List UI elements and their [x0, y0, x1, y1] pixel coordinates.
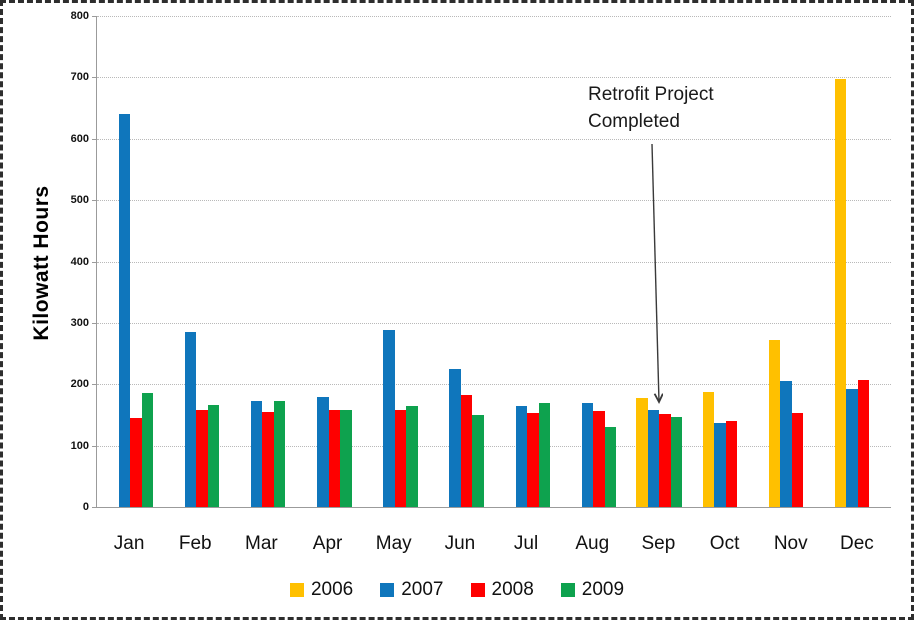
bar-2006-nov	[768, 340, 781, 507]
annotation-line1: Retrofit Project	[588, 84, 714, 105]
bar-2008-feb	[196, 410, 208, 507]
x-tick-label-may: May	[375, 533, 412, 554]
y-tick-mark-600	[92, 138, 96, 140]
bar-2007-feb	[184, 332, 197, 507]
bar-2007-sep	[647, 410, 660, 507]
y-tick-label-200: 200	[70, 378, 89, 391]
y-tick-mark-800	[92, 16, 96, 17]
bar-2009-sep	[670, 416, 683, 507]
legend-item-2007: 2007	[380, 579, 444, 601]
x-tick-label-sep: Sep	[641, 533, 676, 554]
bar-2007-nov	[780, 381, 792, 507]
y-tick-label-400: 400	[70, 255, 89, 268]
gridline-400	[97, 261, 891, 263]
bar-2007-apr	[317, 396, 329, 507]
bar-2008-aug	[593, 411, 605, 507]
y-tick-label-500: 500	[70, 194, 89, 207]
bar-2009-jul	[538, 403, 551, 507]
bar-2008-oct	[725, 421, 738, 507]
y-tick-mark-200	[92, 384, 96, 386]
x-tick-label-mar: Mar	[245, 533, 278, 554]
gridline-800	[97, 16, 891, 17]
legend-swatch-2009	[560, 583, 575, 597]
bar-2009-jan	[141, 392, 154, 507]
x-tick-label-nov: Nov	[773, 533, 808, 554]
legend: 2006 2007 2008 2009	[3, 579, 911, 601]
bar-2006-sep	[636, 397, 648, 507]
bar-2008-sep	[659, 414, 671, 507]
bar-2007-may	[383, 330, 395, 507]
gridline-500	[97, 200, 891, 202]
bar-2007-jul	[515, 405, 528, 507]
bar-2009-mar	[273, 401, 286, 507]
y-tick-mark-500	[92, 200, 96, 202]
bar-2007-jan	[118, 114, 131, 507]
legend-label-2008: 2008	[491, 579, 534, 600]
bar-2008-jun	[460, 395, 473, 507]
bar-2009-may	[406, 405, 418, 507]
bar-2008-nov	[791, 413, 804, 507]
gridline-600	[97, 138, 891, 140]
legend-label-2007: 2007	[401, 579, 444, 600]
bar-2008-jan	[130, 418, 142, 507]
x-tick-label-dec: Dec	[840, 533, 874, 554]
bar-2009-aug	[604, 426, 617, 507]
bar-2009-feb	[207, 405, 220, 507]
gridline-100	[97, 445, 891, 447]
bar-2007-dec	[846, 389, 858, 507]
y-tick-label-300: 300	[70, 316, 89, 329]
x-tick-label-jun: Jun	[444, 533, 476, 554]
annotation-text: Retrofit Project Completed	[588, 81, 714, 135]
bar-2008-may	[394, 410, 407, 507]
bar-2006-dec	[834, 79, 847, 507]
x-tick-label-aug: Aug	[575, 533, 610, 554]
bar-2006-oct	[702, 391, 715, 507]
x-tick-label-jul: Jul	[513, 533, 539, 554]
legend-item-2006: 2006	[289, 579, 354, 601]
bar-2009-apr	[340, 410, 352, 507]
bar-2008-apr	[328, 410, 341, 507]
gridline-200	[97, 384, 891, 386]
legend-swatch-2008	[470, 583, 485, 597]
bar-2008-dec	[857, 379, 870, 507]
legend-swatch-2006	[289, 583, 304, 597]
legend-label-2009: 2009	[581, 579, 625, 600]
plot-area	[96, 16, 891, 508]
x-tick-label-apr: Apr	[312, 533, 343, 554]
bar-2007-mar	[250, 401, 263, 507]
gridline-300	[97, 322, 891, 324]
y-tick-label-600: 600	[70, 132, 89, 145]
y-tick-label-100: 100	[70, 439, 89, 452]
x-tick-label-jan: Jan	[113, 533, 145, 554]
annotation-line2: Completed	[588, 111, 680, 132]
y-tick-mark-400	[92, 261, 96, 263]
bar-2007-aug	[581, 402, 594, 507]
y-tick-mark-300	[92, 322, 96, 324]
chart-frame: Kilowatt Hours 0 100 200 300 400 500 600 700 800…	[3, 3, 911, 617]
gridline-700	[97, 77, 891, 79]
bar-2008-jul	[527, 413, 539, 507]
bar-2007-oct	[714, 422, 726, 507]
legend-swatch-2007	[380, 583, 395, 597]
legend-item-2008: 2008	[470, 579, 534, 601]
bar-2009-jun	[472, 414, 484, 507]
y-tick-mark-100	[92, 445, 96, 447]
bar-2008-mar	[262, 411, 274, 507]
y-tick-label-700: 700	[70, 71, 89, 84]
y-tick-label-800: 800	[70, 10, 89, 22]
x-tick-label-oct: Oct	[709, 533, 740, 554]
y-tick-mark-700	[92, 77, 96, 79]
bar-2007-jun	[449, 368, 461, 507]
x-tick-label-feb: Feb	[178, 533, 212, 554]
legend-label-2006: 2006	[310, 579, 354, 600]
y-tick-label-0: 0	[82, 501, 89, 513]
y-tick-mark-0	[92, 507, 96, 508]
legend-item-2009: 2009	[560, 579, 625, 601]
